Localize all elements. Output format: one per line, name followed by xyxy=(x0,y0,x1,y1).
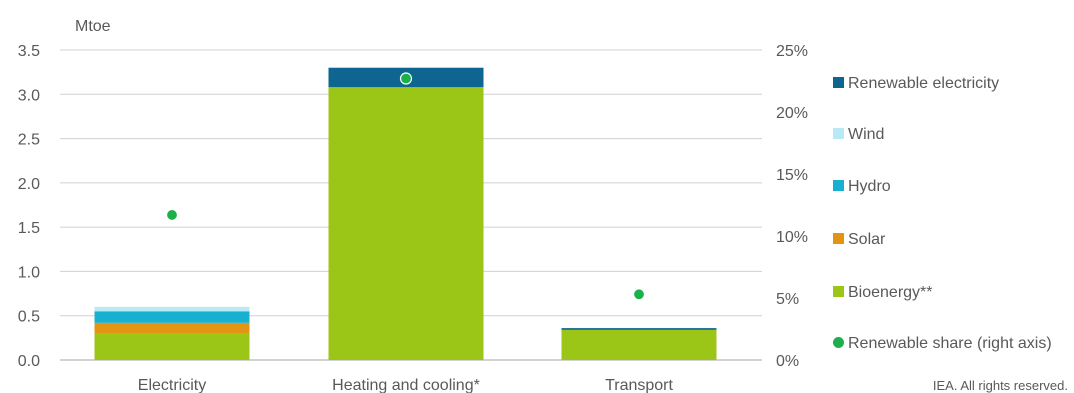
legend-label: Wind xyxy=(848,126,884,143)
y-tick-label: 2.5 xyxy=(18,132,40,149)
y-tick-label: 0.5 xyxy=(18,309,40,326)
y2-tick-label: 0% xyxy=(776,353,799,370)
legend: Renewable electricity Wind Hydro Solar Bioen… xyxy=(833,75,1052,352)
legend-label: Renewable electricity xyxy=(848,75,999,92)
legend-swatch xyxy=(833,180,844,191)
legend-label: Bioenergy** xyxy=(848,284,933,301)
y-tick-label: 2.0 xyxy=(18,176,40,193)
y2-tick-label: 25% xyxy=(776,43,808,60)
x-axis: Electricity Heating and cooling* Transport xyxy=(138,377,674,393)
x-tick-label: Heating and cooling* xyxy=(332,377,480,393)
bar-segment xyxy=(94,306,250,312)
x-tick-label: Transport xyxy=(605,377,673,393)
y-tick-label: 0.0 xyxy=(18,353,40,370)
share-point xyxy=(632,288,646,301)
credit-text: IEA. All rights reserved. xyxy=(933,378,1068,393)
legend-label: Renewable share (right axis) xyxy=(848,335,1052,352)
legend-marker xyxy=(833,337,844,348)
y2-tick-label: 5% xyxy=(776,291,799,308)
share-points xyxy=(165,72,646,301)
y-axis-left: 0.0 0.5 1.0 1.5 2.0 2.5 3.0 3.5 xyxy=(18,43,40,370)
legend-swatch xyxy=(833,286,844,297)
legend-swatch xyxy=(833,128,844,139)
bar-segment xyxy=(94,333,250,360)
y2-tick-label: 15% xyxy=(776,167,808,184)
share-point xyxy=(165,208,179,222)
bar-segment xyxy=(94,322,250,334)
bars xyxy=(94,67,717,360)
y-tick-label: 3.0 xyxy=(18,87,40,104)
bar-segment xyxy=(561,329,717,360)
legend-label: Hydro xyxy=(848,178,891,195)
y-axis-right: 0% 5% 10% 15% 20% 25% xyxy=(776,43,808,370)
x-tick-label: Electricity xyxy=(138,377,206,393)
legend-swatch xyxy=(833,77,844,88)
y2-tick-label: 20% xyxy=(776,105,808,122)
share-point xyxy=(399,72,413,85)
y-tick-label: 1.0 xyxy=(18,264,40,281)
bar-segment xyxy=(328,87,484,360)
legend-swatch xyxy=(833,233,844,244)
bar-segment xyxy=(94,311,250,323)
legend-label: Solar xyxy=(848,231,886,248)
y-axis-unit-label: Mtoe xyxy=(75,18,111,35)
y-tick-label: 1.5 xyxy=(18,220,40,237)
y-tick-label: 3.5 xyxy=(18,43,40,60)
bar-segment xyxy=(561,328,717,330)
y2-tick-label: 10% xyxy=(776,229,808,246)
